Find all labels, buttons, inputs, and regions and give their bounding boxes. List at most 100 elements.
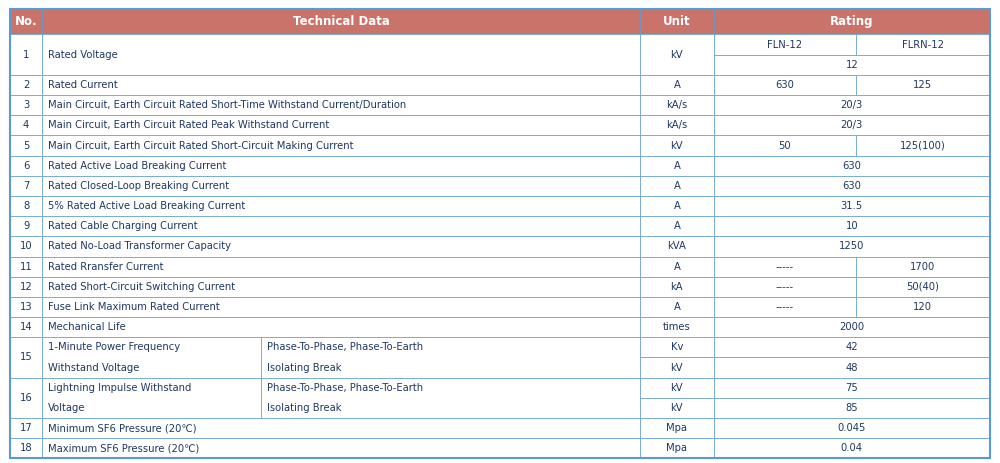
Text: 1250: 1250 [839,241,865,251]
Bar [640,75,714,95]
Text: 125(100): 125(100) [900,140,946,150]
Bar [714,378,990,398]
Bar [10,317,42,337]
Text: No.: No. [15,15,37,28]
Bar [42,337,261,378]
Text: 8: 8 [23,201,29,211]
Text: 6: 6 [23,161,29,171]
Text: A: A [673,161,680,171]
Bar [10,337,42,378]
Bar [10,236,42,257]
Text: Rated Voltage: Rated Voltage [48,50,118,60]
Bar [714,34,856,55]
Text: 13: 13 [20,302,32,312]
Bar [640,216,714,236]
Text: kA: kA [671,282,683,292]
Bar [42,9,640,34]
Bar [640,95,714,115]
Text: -----: ----- [776,262,794,272]
Text: A: A [673,80,680,90]
Bar [640,236,714,257]
Bar [42,317,640,337]
Text: kV: kV [671,383,683,393]
Bar [856,277,990,297]
Text: A: A [673,302,680,312]
Bar [714,236,990,257]
Bar [42,115,640,135]
Text: -----: ----- [776,282,794,292]
Bar [10,378,42,418]
Bar [640,378,714,398]
Bar [640,115,714,135]
Bar [714,75,856,95]
Bar [10,216,42,236]
Bar [10,34,42,75]
Bar [640,418,714,438]
Bar [714,438,990,458]
Text: Technical Data: Technical Data [293,15,390,28]
Text: A: A [673,181,680,191]
Bar [10,438,42,458]
Text: 1-Minute Power Frequency: 1-Minute Power Frequency [48,342,180,352]
Bar [640,337,714,357]
Text: Rated Current: Rated Current [48,80,118,90]
Text: 2000: 2000 [839,322,864,332]
Bar [640,398,714,418]
Text: Rated Short-Circuit Switching Current: Rated Short-Circuit Switching Current [48,282,235,292]
Bar [640,176,714,196]
Text: Voltage: Voltage [48,403,86,413]
Text: 18: 18 [20,443,32,453]
Bar [42,196,640,216]
Text: Rated Closed-Loop Breaking Current: Rated Closed-Loop Breaking Current [48,181,229,191]
Bar [714,9,990,34]
Bar [714,135,856,156]
Bar [714,337,990,357]
Bar [42,378,261,418]
Bar [856,34,990,55]
Bar [42,176,640,196]
Bar [42,297,640,317]
Bar [856,297,990,317]
Text: Phase-To-Phase, Phase-To-Earth: Phase-To-Phase, Phase-To-Earth [267,342,423,352]
Text: Kv: Kv [671,342,683,352]
Bar [714,95,990,115]
Text: 12: 12 [20,282,33,292]
Text: 48: 48 [846,363,858,373]
Text: 11: 11 [20,262,33,272]
Text: Main Circuit, Earth Circuit Rated Short-Circuit Making Current: Main Circuit, Earth Circuit Rated Short-… [48,140,354,150]
Bar [42,75,640,95]
Bar [640,357,714,378]
Text: Rated Rransfer Current: Rated Rransfer Current [48,262,164,272]
Bar [42,34,640,75]
Text: 42: 42 [846,342,858,352]
Text: 630: 630 [842,161,861,171]
Bar [714,317,990,337]
Text: 17: 17 [20,423,33,433]
Text: A: A [673,201,680,211]
Text: 20/3: 20/3 [841,120,863,130]
Text: Main Circuit, Earth Circuit Rated Short-Time Withstand Current/Duration: Main Circuit, Earth Circuit Rated Short-… [48,100,407,110]
Text: Minimum SF6 Pressure (20℃): Minimum SF6 Pressure (20℃) [48,423,197,433]
Bar [42,95,640,115]
Text: Rated No-Load Transformer Capacity: Rated No-Load Transformer Capacity [48,241,231,251]
Text: Maximum SF6 Pressure (20℃): Maximum SF6 Pressure (20℃) [48,443,200,453]
Text: Isolating Break: Isolating Break [267,363,341,373]
Bar [714,176,990,196]
Bar [640,135,714,156]
Bar [640,438,714,458]
Bar [640,257,714,277]
Text: kV: kV [671,140,683,150]
Text: 5% Rated Active Load Breaking Current: 5% Rated Active Load Breaking Current [48,201,246,211]
Bar [42,277,640,297]
Text: kA/s: kA/s [666,100,688,110]
Bar [856,257,990,277]
Text: 5: 5 [23,140,29,150]
Text: Phase-To-Phase, Phase-To-Earth: Phase-To-Phase, Phase-To-Earth [267,383,423,393]
Text: Lightning Impulse Withstand: Lightning Impulse Withstand [48,383,192,393]
Text: 1: 1 [23,50,29,60]
Text: 0.04: 0.04 [841,443,863,453]
Text: 14: 14 [20,322,32,332]
Bar [10,75,42,95]
Bar [856,135,990,156]
Text: 0.045: 0.045 [838,423,866,433]
